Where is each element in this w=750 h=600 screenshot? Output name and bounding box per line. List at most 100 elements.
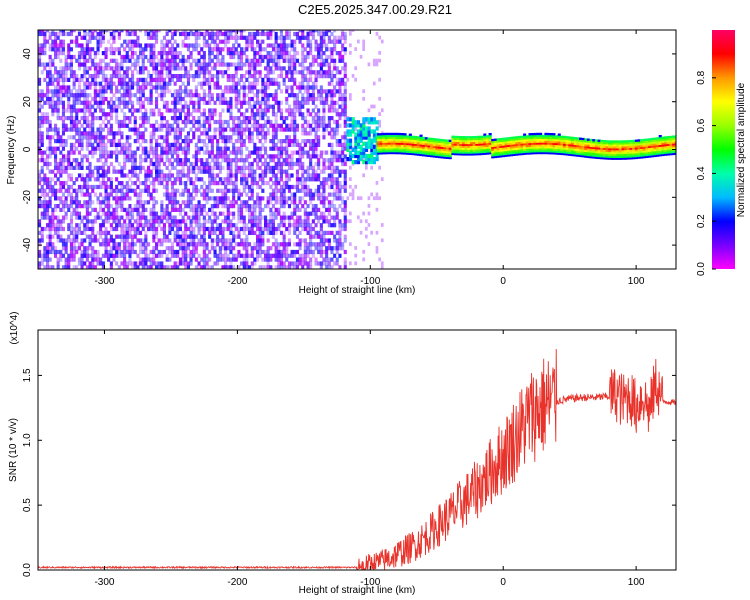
spectrogram-cell: [274, 77, 278, 82]
spectrogram-cell: [282, 150, 286, 155]
spectrogram-cell: [160, 47, 164, 52]
spectrogram-cell: [218, 47, 222, 52]
spectrogram-cell: [61, 154, 65, 159]
spectrogram-cell: [229, 116, 233, 121]
spectrogram-cell: [258, 54, 262, 60]
spectrogram-cell: [133, 139, 137, 144]
spectrogram-cell: [75, 77, 79, 82]
spectrogram-cell: [64, 165, 68, 170]
spectrogram-cell: [330, 192, 334, 197]
spectrogram-cell: [306, 54, 310, 60]
spectrogram-cell: [322, 135, 326, 140]
spectrogram-cell: [128, 127, 132, 132]
spectrogram-cell: [248, 150, 252, 155]
spectrogram-cell: [367, 223, 371, 227]
spectrogram-cell: [370, 129, 374, 134]
spectrogram-cell: [349, 129, 353, 134]
spectrogram-cell: [131, 43, 135, 48]
spectrogram-cell: [101, 39, 105, 44]
spectrogram-cell: [56, 257, 60, 262]
spectrogram-cell: [93, 165, 97, 170]
spectrogram-cell: [186, 261, 190, 266]
spectrogram-cell: [250, 47, 254, 52]
spectrogram-cell: [277, 74, 281, 79]
spectrogram-cell: [69, 30, 73, 33]
spectrogram-cell: [136, 131, 140, 136]
spectrogram-cell: [232, 74, 236, 79]
spectrogram-cell: [189, 31, 193, 37]
spectrogram-cell: [311, 81, 315, 86]
spectrogram-cell: [197, 104, 201, 109]
spectrogram-cell: [107, 39, 111, 44]
spectrogram-cell: [216, 173, 220, 178]
spectrogram-cell: [335, 215, 339, 220]
spectrogram-cell: [264, 74, 268, 79]
spectrogram-cell: [107, 47, 111, 52]
spectrogram-cell: [48, 62, 52, 67]
spectrogram-cell: [131, 181, 135, 186]
spectrogram-cell: [117, 242, 121, 247]
spectrogram-cell: [208, 123, 212, 128]
spectrogram-cell: [75, 207, 79, 212]
spectrogram-cell: [77, 51, 81, 56]
spectrogram-cell: [99, 226, 103, 232]
spectrogram-cell: [125, 100, 129, 105]
spectrogram-cell: [372, 147, 376, 152]
spectrogram-cell: [46, 135, 50, 140]
spectrogram-cell: [341, 100, 345, 105]
spectrogram-cell: [325, 177, 329, 182]
spectrogram-cell: [80, 47, 84, 52]
spectrogram-cell: [194, 85, 198, 90]
spectrogram-cell: [64, 242, 68, 247]
spectrogram-cell: [136, 253, 140, 258]
spectrogram-cell: [351, 153, 355, 159]
spectrogram-cell: [91, 127, 95, 132]
spectrogram-cell: [107, 165, 111, 170]
spectrogram-cell: [147, 165, 151, 170]
spectrogram-cell: [325, 215, 329, 220]
spectrogram-cell: [274, 89, 278, 94]
spectrogram-cell: [77, 142, 81, 147]
spectrogram-cell: [144, 54, 148, 60]
spectrogram-cell: [54, 204, 58, 209]
spectrogram-cell: [178, 173, 182, 178]
spectrogram-cell: [69, 112, 73, 117]
spectrogram-cell: [232, 131, 236, 136]
spectrogram-cell: [264, 139, 268, 144]
spectrogram-cell: [99, 242, 103, 247]
spectrogram-cell: [269, 81, 273, 86]
spectrogram-cell: [80, 177, 84, 182]
spectrogram-cell: [189, 62, 193, 67]
spectrogram-cell: [341, 142, 345, 147]
spectrogram-cell: [343, 158, 347, 163]
spectrogram-cell: [240, 135, 244, 140]
spectrogram-cell: [109, 211, 113, 216]
spectrogram-cell: [88, 119, 92, 125]
spectrogram-cell: [309, 165, 313, 170]
spectrogram-cell: [56, 169, 60, 174]
spectrogram-cell: [271, 154, 275, 159]
spectrogram-cell: [285, 150, 289, 155]
spectrogram-cell: [277, 104, 281, 109]
spectrogram-cell: [133, 204, 137, 209]
spectrogram-cell: [311, 211, 315, 216]
spectrogram-cell: [248, 154, 252, 159]
spectrogram-cell: [237, 116, 241, 121]
spectrogram-cell: [379, 148, 383, 151]
spectrogram-cell: [380, 238, 384, 243]
spectrogram-cell: [338, 96, 342, 102]
spectrogram-cell: [99, 96, 103, 102]
spectrogram-cell: [189, 215, 193, 220]
spectrogram-cell: [157, 223, 161, 228]
spectrogram-cell: [112, 108, 116, 113]
spectrogram-cell: [287, 158, 291, 163]
spectrogram-cell: [325, 265, 329, 269]
spectrogram-cell: [234, 104, 238, 109]
spectrogram-cell: [141, 58, 145, 63]
spectrogram-cell: [338, 230, 342, 235]
spectrogram-cell: [303, 261, 307, 266]
spectrogram-cell: [194, 211, 198, 216]
spectrogram-cell: [144, 81, 148, 86]
spectrogram-cell: [253, 62, 257, 67]
spectrogram-cell: [117, 215, 121, 220]
